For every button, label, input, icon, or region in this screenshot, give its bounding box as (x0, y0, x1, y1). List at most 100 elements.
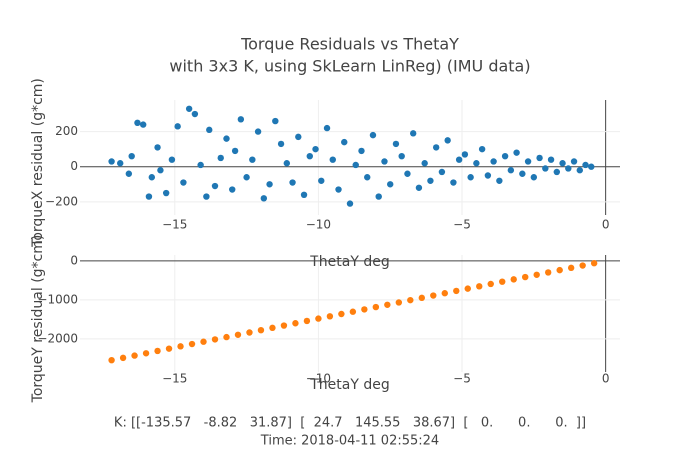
point (369, 131, 377, 139)
point (206, 126, 213, 134)
point (108, 356, 115, 364)
point (249, 156, 256, 163)
point (453, 287, 460, 295)
point (157, 167, 164, 174)
point (162, 189, 170, 197)
point (303, 317, 311, 325)
x-axis-title: ThetaY deg (309, 254, 390, 270)
point (582, 161, 589, 169)
point (211, 336, 219, 343)
point (185, 105, 193, 112)
point (421, 160, 428, 167)
point (145, 193, 153, 200)
point (139, 121, 147, 128)
point (467, 174, 474, 181)
point (254, 128, 262, 135)
y-axis-title: TorqueX residual (g*cm) (30, 78, 46, 248)
point (168, 156, 176, 163)
point (519, 170, 526, 177)
point (407, 296, 414, 304)
point (326, 313, 334, 320)
point (499, 278, 506, 285)
point (559, 160, 566, 167)
point (142, 350, 150, 357)
point (372, 303, 380, 311)
point (277, 140, 285, 148)
point (197, 161, 204, 169)
point (542, 165, 549, 172)
y-tick-label: 0 (70, 253, 78, 267)
point (576, 167, 583, 174)
point (177, 343, 184, 350)
point (565, 165, 572, 172)
x-tick-label: −15 (162, 372, 187, 386)
point (234, 331, 242, 338)
y-tick-label: −1000 (37, 292, 78, 306)
point (335, 186, 342, 193)
point (346, 200, 354, 207)
point (229, 186, 236, 193)
point (364, 174, 371, 181)
point (427, 177, 434, 184)
point (524, 158, 532, 165)
point (381, 158, 388, 165)
x-tick-label: −5 (453, 218, 471, 232)
y-tick-label: −200 (45, 194, 78, 208)
point (415, 184, 423, 191)
point (547, 156, 555, 163)
point (487, 280, 494, 288)
point (243, 174, 250, 181)
y-tick-label: 0 (70, 159, 78, 173)
point (536, 154, 543, 162)
point (289, 179, 296, 186)
y-axis-title: TorqueY residual (g*cm) (30, 235, 46, 404)
point (203, 193, 210, 200)
point (392, 140, 400, 148)
point (510, 276, 517, 283)
point (108, 158, 115, 165)
point (513, 149, 520, 156)
point (323, 124, 331, 132)
point (174, 123, 181, 130)
point (283, 160, 291, 167)
point (211, 182, 219, 190)
point (473, 160, 480, 167)
point (553, 168, 561, 176)
point (441, 290, 448, 297)
point (478, 145, 486, 153)
point (180, 179, 187, 186)
point (292, 320, 299, 327)
point (438, 168, 446, 176)
point (533, 271, 540, 278)
point (341, 138, 348, 146)
point (237, 116, 245, 123)
point (567, 264, 575, 272)
point (223, 135, 230, 142)
point (200, 338, 207, 345)
point (522, 273, 529, 281)
point (318, 177, 325, 184)
x-tick-label: −10 (306, 218, 331, 232)
point (464, 285, 471, 292)
point (570, 158, 578, 165)
point (246, 329, 253, 336)
point (418, 294, 426, 302)
point (398, 152, 405, 160)
point (300, 191, 308, 199)
point (358, 147, 365, 155)
point (231, 147, 239, 155)
point (484, 172, 492, 179)
point (507, 167, 515, 174)
point (260, 195, 268, 202)
point (476, 283, 483, 290)
point (188, 340, 196, 348)
x-axis-title: ThetaY deg (309, 377, 390, 393)
point (349, 308, 357, 315)
point (352, 161, 359, 169)
point (387, 181, 394, 188)
point (430, 292, 437, 299)
point (266, 181, 273, 188)
point (338, 310, 345, 318)
annotation: Time: 2018-04-11 02:55:24 (260, 434, 439, 449)
